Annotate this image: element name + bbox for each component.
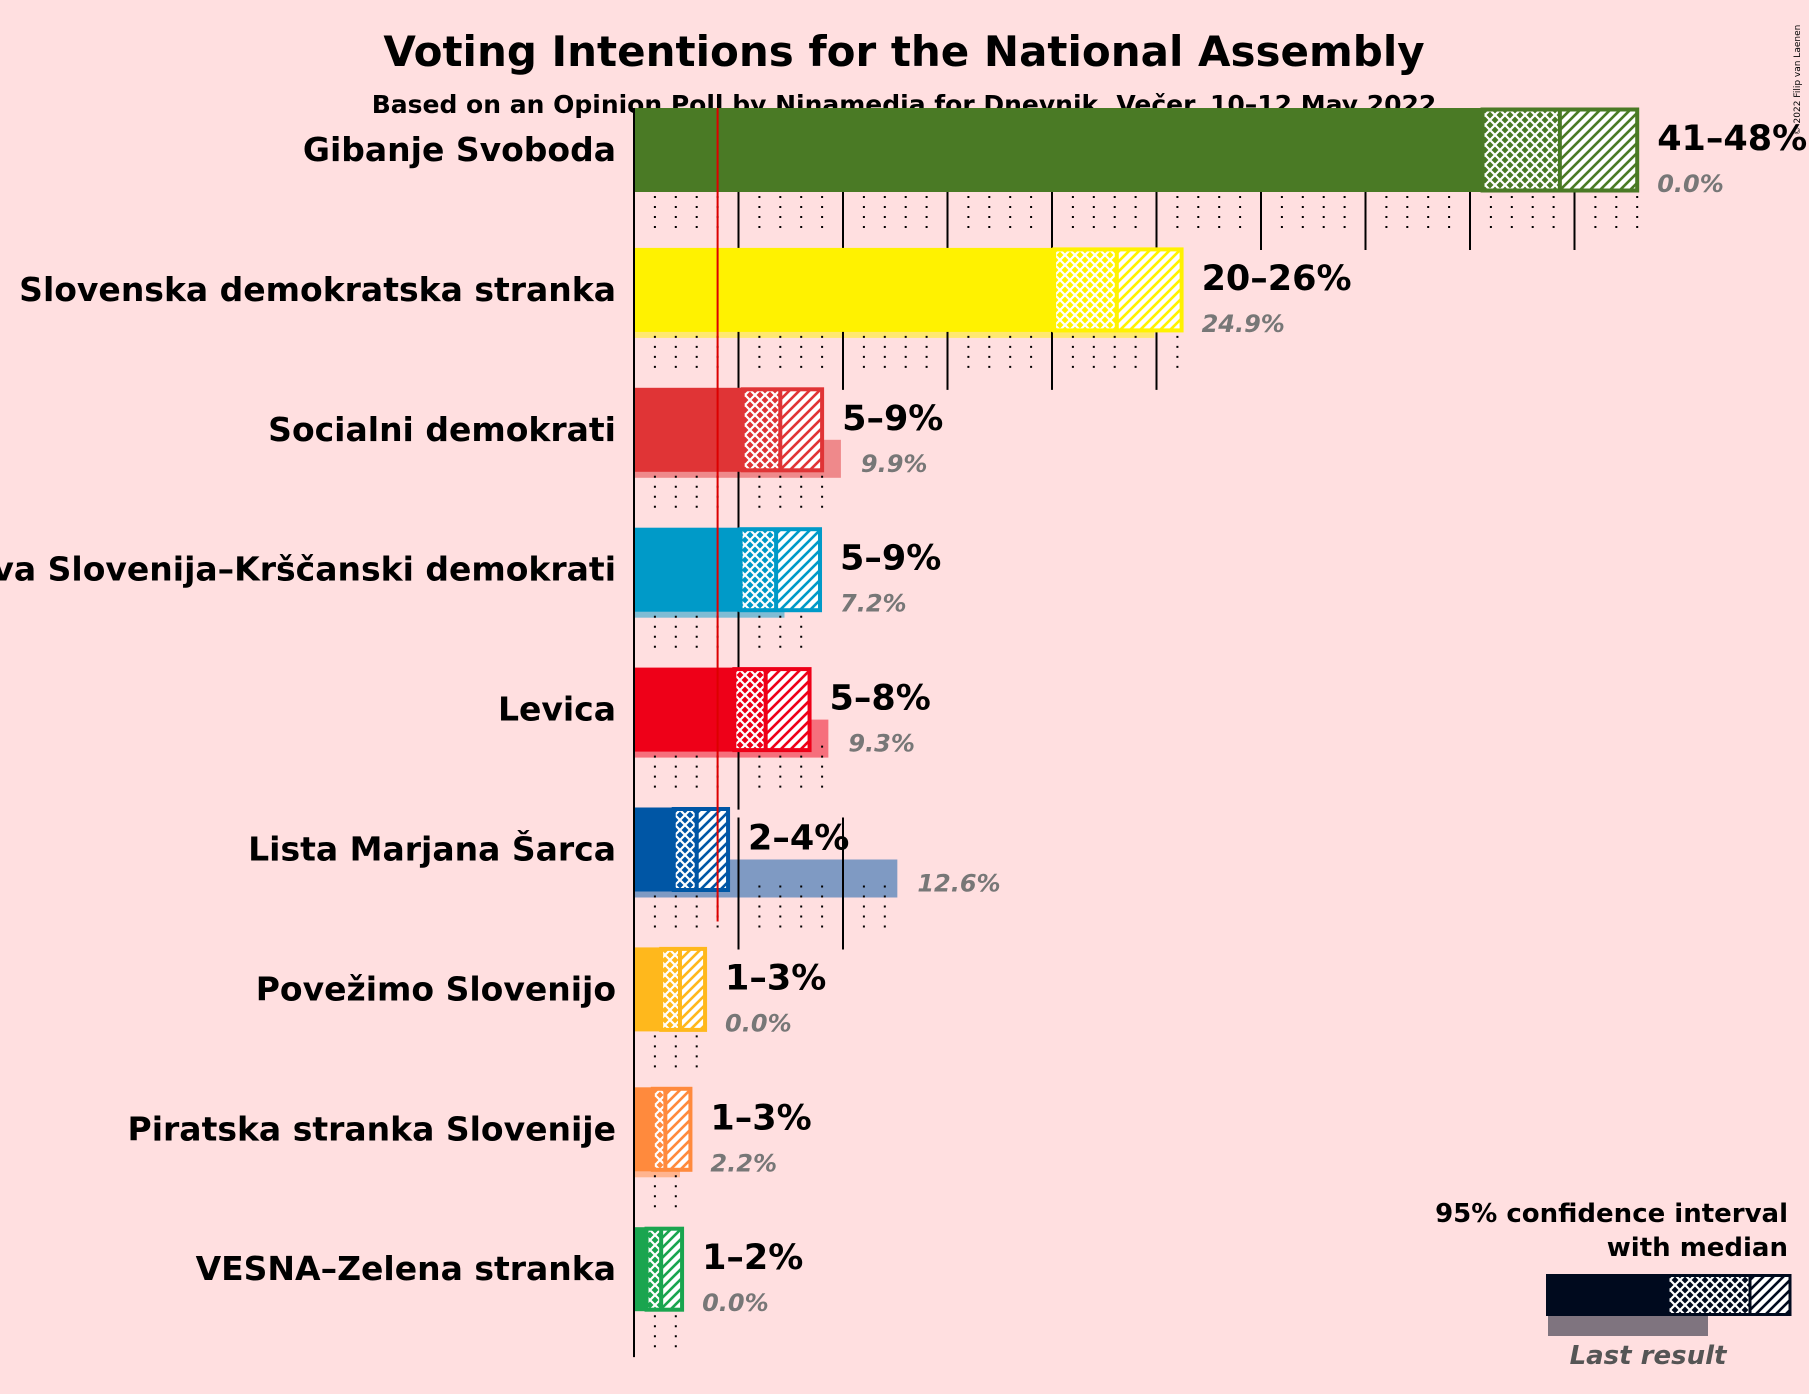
ci-upper-half xyxy=(1559,108,1638,192)
last-result-label: 0.0% xyxy=(702,1289,769,1317)
range-label: 5–9% xyxy=(840,539,941,579)
copyright-notice: © 2022 Filip van Laenen xyxy=(1793,25,1803,136)
ci-upper-half xyxy=(665,1087,691,1172)
party-label: Povežimo Slovenijo xyxy=(256,969,616,1008)
party-label: Levica xyxy=(498,690,616,729)
legend-ci-label-line1: 95% confidence interval xyxy=(1435,1199,1788,1229)
legend-cross-swatch xyxy=(1668,1274,1750,1316)
ci-lower-half xyxy=(740,527,777,612)
legend-outline xyxy=(1666,1274,1792,1316)
range-label: 2–4% xyxy=(748,819,849,859)
last-result-label: 24.9% xyxy=(1202,310,1285,338)
legend-solid-swatch xyxy=(1546,1274,1668,1316)
ci-outline xyxy=(650,1086,693,1172)
range-label: 1–3% xyxy=(725,958,826,998)
ci-solid-bar xyxy=(634,1087,653,1172)
ci-solid-bar xyxy=(634,1227,647,1312)
ci-lower-half xyxy=(734,667,766,752)
party-label: Lista Marjana Šarca xyxy=(248,829,616,869)
ci-lower-half xyxy=(652,1087,666,1172)
ci-upper-half xyxy=(696,807,729,892)
ci-solid-bar xyxy=(634,387,743,472)
legend-hatch-swatch xyxy=(1750,1274,1790,1316)
ci-outline xyxy=(659,946,708,1032)
party-row: VESNA–Zelena stranka 1–2% 0.0% xyxy=(196,1226,803,1356)
party-label: Piratska stranka Slovenije xyxy=(128,1109,616,1148)
last-result-label: 7.2% xyxy=(840,590,907,618)
last-result-label: 12.6% xyxy=(917,870,1000,898)
last-result-label: 9.9% xyxy=(861,450,928,478)
party-row: Nova Slovenija–Krščanski demokrati 5–9% 7.… xyxy=(0,527,941,670)
party-label: Gibanje Svoboda xyxy=(303,130,616,169)
ci-lower-half xyxy=(1482,108,1560,192)
last-result-label: 9.3% xyxy=(848,730,915,758)
ci-upper-half xyxy=(765,667,810,752)
ci-lower-half xyxy=(742,387,781,472)
legend-last-result-label: Last result xyxy=(1570,1341,1728,1371)
legend-ci-label-line2: with median xyxy=(1607,1233,1788,1263)
range-label: 1–2% xyxy=(702,1238,803,1278)
ci-outline xyxy=(740,387,825,473)
party-label: Socialni demokrati xyxy=(268,410,616,449)
last-result-label: 0.0% xyxy=(725,1009,792,1037)
ci-outline xyxy=(644,1226,685,1312)
ci-solid-bar xyxy=(634,247,1055,332)
party-row: Levica 5–8% 9.3% xyxy=(498,667,931,810)
ci-upper-half xyxy=(776,527,821,612)
ci-upper-half xyxy=(1116,247,1182,332)
legend: 95% confidence interval with median Last… xyxy=(1435,1199,1792,1371)
last-result-label: 0.0% xyxy=(1657,170,1724,198)
chart-title: Voting Intentions for the National Assem… xyxy=(383,27,1424,76)
party-row: Lista Marjana Šarca 2–4% 12.6% xyxy=(248,807,1001,950)
ci-solid-bar xyxy=(634,807,674,892)
party-label: VESNA–Zelena stranka xyxy=(196,1249,616,1288)
ci-lower-half xyxy=(1054,247,1117,332)
ci-lower-half xyxy=(646,1227,662,1312)
last-result-label: 2.2% xyxy=(710,1149,777,1177)
party-row: Povežimo Slovenijo 1–3% 0.0% xyxy=(256,946,826,1076)
range-label: 41–48% xyxy=(1657,119,1807,159)
range-label: 20–26% xyxy=(1202,259,1352,299)
range-label: 5–9% xyxy=(842,399,943,439)
ci-outline xyxy=(732,667,812,753)
ci-outline xyxy=(671,807,731,892)
ci-solid-bar xyxy=(634,527,741,612)
ci-solid-bar xyxy=(634,947,662,1032)
party-label: Nova Slovenija–Krščanski demokrati xyxy=(0,550,616,589)
ci-lower-half xyxy=(673,807,697,892)
range-label: 1–3% xyxy=(710,1098,811,1138)
party-row: Gibanje Svoboda 41–48% 0.0% xyxy=(303,107,1807,250)
ci-solid-bar xyxy=(634,108,1483,192)
bars-layer: Gibanje Svoboda 41–48% 0.0% Slovenska demok… xyxy=(0,107,1807,1358)
party-row: Slovenska demokratska stranka 20–26% 24.9% xyxy=(19,247,1352,390)
party-label: Slovenska demokratska stranka xyxy=(19,270,616,309)
party-row: Socialni demokrati 5–9% 9.9% xyxy=(268,387,943,530)
legend-last-result-swatch xyxy=(1548,1316,1708,1336)
ci-lower-half xyxy=(661,947,680,1032)
party-row: Piratska stranka Slovenije 1–3% 2.2% xyxy=(128,1086,812,1216)
range-label: 5–8% xyxy=(830,679,931,719)
ci-outline xyxy=(738,527,823,613)
ci-upper-half xyxy=(661,1227,683,1312)
ci-upper-half xyxy=(679,947,706,1032)
ci-upper-half xyxy=(780,387,823,472)
ci-solid-bar xyxy=(634,667,735,752)
